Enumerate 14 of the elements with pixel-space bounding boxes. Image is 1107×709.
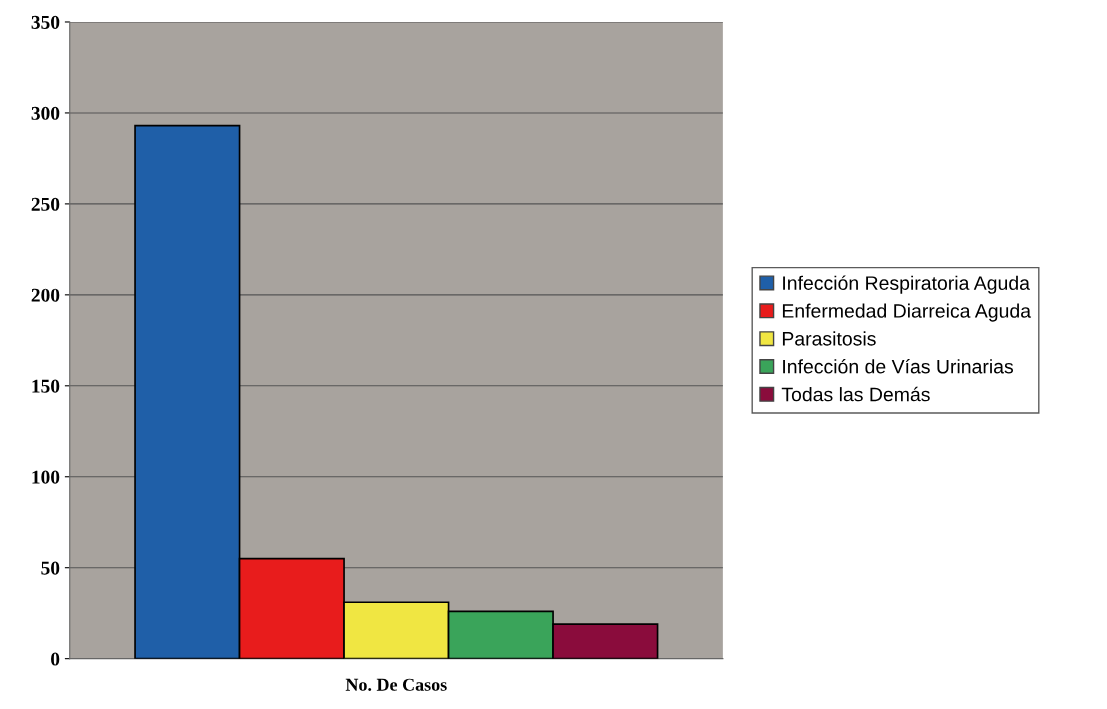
x-tick-label: No. De Casos: [345, 678, 447, 691]
y-tick-label: 50: [41, 561, 60, 575]
legend-label: Enfermedad Diarreica Aguda: [782, 303, 1032, 322]
y-tick-label: 250: [31, 197, 60, 211]
y-tick-label: 0: [51, 652, 60, 666]
y-tick-label: 300: [31, 106, 60, 120]
y-tick-label: 350: [31, 15, 60, 29]
legend-label: Infección Respiratoria Aguda: [783, 275, 1030, 294]
legend-label: Todas las Demás: [781, 386, 930, 402]
legend-label: Parasitosis: [782, 331, 876, 346]
y-tick-label: 150: [32, 379, 60, 393]
y-tick-label: 100: [32, 470, 60, 484]
legend-label: Infección de Vías Urinarias: [783, 358, 1014, 374]
y-tick-label: 200: [31, 288, 60, 302]
